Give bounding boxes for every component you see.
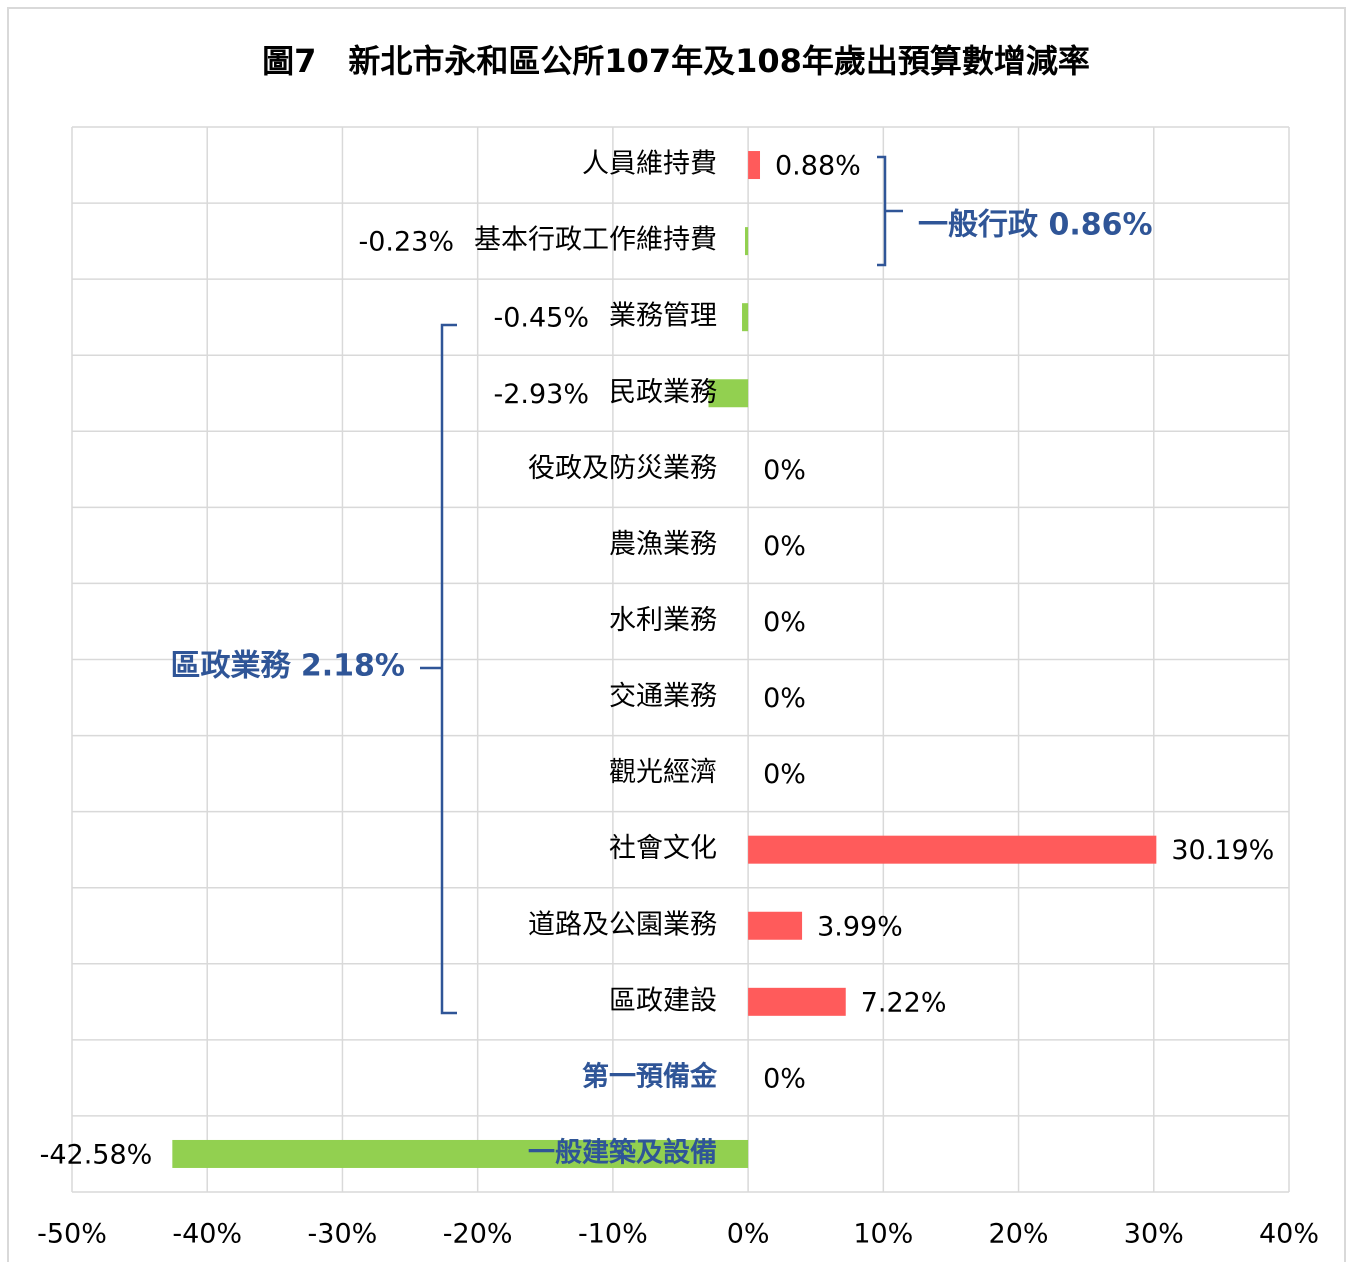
bracket [877, 155, 903, 267]
data-label: 7.22% [861, 987, 947, 1018]
category-label: 道路及公園業務 [528, 909, 717, 940]
category-label: 役政及防災業務 [528, 453, 717, 484]
x-tick-label: 0% [727, 1219, 770, 1250]
data-label: -42.58% [40, 1139, 153, 1170]
x-tick-label: 10% [853, 1219, 913, 1250]
data-label: -0.23% [358, 227, 454, 258]
data-label: -0.45% [493, 303, 589, 334]
data-label: 0% [763, 759, 806, 790]
data-label: 0% [763, 531, 806, 562]
category-label: 業務管理 [609, 301, 717, 332]
x-tick-label: -30% [308, 1219, 378, 1250]
bar [748, 987, 846, 1016]
bracket [420, 323, 457, 1015]
bar [748, 835, 1157, 864]
data-label: 0.88% [775, 151, 861, 182]
bar [172, 1139, 749, 1168]
data-label: 0% [763, 683, 806, 714]
category-label: 交通業務 [609, 681, 717, 712]
x-tick-label: 40% [1259, 1219, 1319, 1250]
x-tick-label: -40% [172, 1219, 242, 1250]
data-label: 30.19% [1171, 835, 1274, 866]
category-label: 民政業務 [609, 377, 717, 408]
category-label: 社會文化 [609, 833, 717, 864]
bar [742, 303, 749, 332]
category-label: 觀光經濟 [609, 757, 717, 788]
annotation: 一般行政 0.86% [918, 208, 1153, 243]
x-tick-label: 20% [989, 1219, 1049, 1250]
chart-border [7, 7, 1346, 1262]
bar [708, 379, 749, 408]
x-tick-label: -50% [37, 1219, 107, 1250]
bar [748, 151, 761, 180]
category-label: 人員維持費 [582, 149, 717, 180]
category-label: 基本行政工作維持費 [474, 225, 717, 256]
category-label: 區政建設 [609, 985, 717, 1016]
bar [745, 227, 749, 256]
category-label: 一般建築及設備 [528, 1136, 717, 1168]
x-tick-label: -20% [443, 1219, 513, 1250]
chart-title: 圖7 新北市永和區公所107年及108年歲出預算數增減率 [262, 42, 1090, 80]
data-label: 0% [763, 1063, 806, 1094]
data-label: -2.93% [493, 379, 589, 410]
category-label: 水利業務 [609, 605, 717, 636]
data-label: 3.99% [817, 911, 903, 942]
data-label: 0% [763, 607, 806, 638]
annotation: 區政業務 2.18% [170, 649, 405, 684]
bar [748, 911, 803, 940]
category-label: 農漁業務 [609, 529, 717, 560]
x-tick-label: -10% [578, 1219, 648, 1250]
data-label: 0% [763, 455, 806, 486]
category-label: 第一預備金 [582, 1060, 718, 1092]
x-tick-label: 30% [1124, 1219, 1184, 1250]
